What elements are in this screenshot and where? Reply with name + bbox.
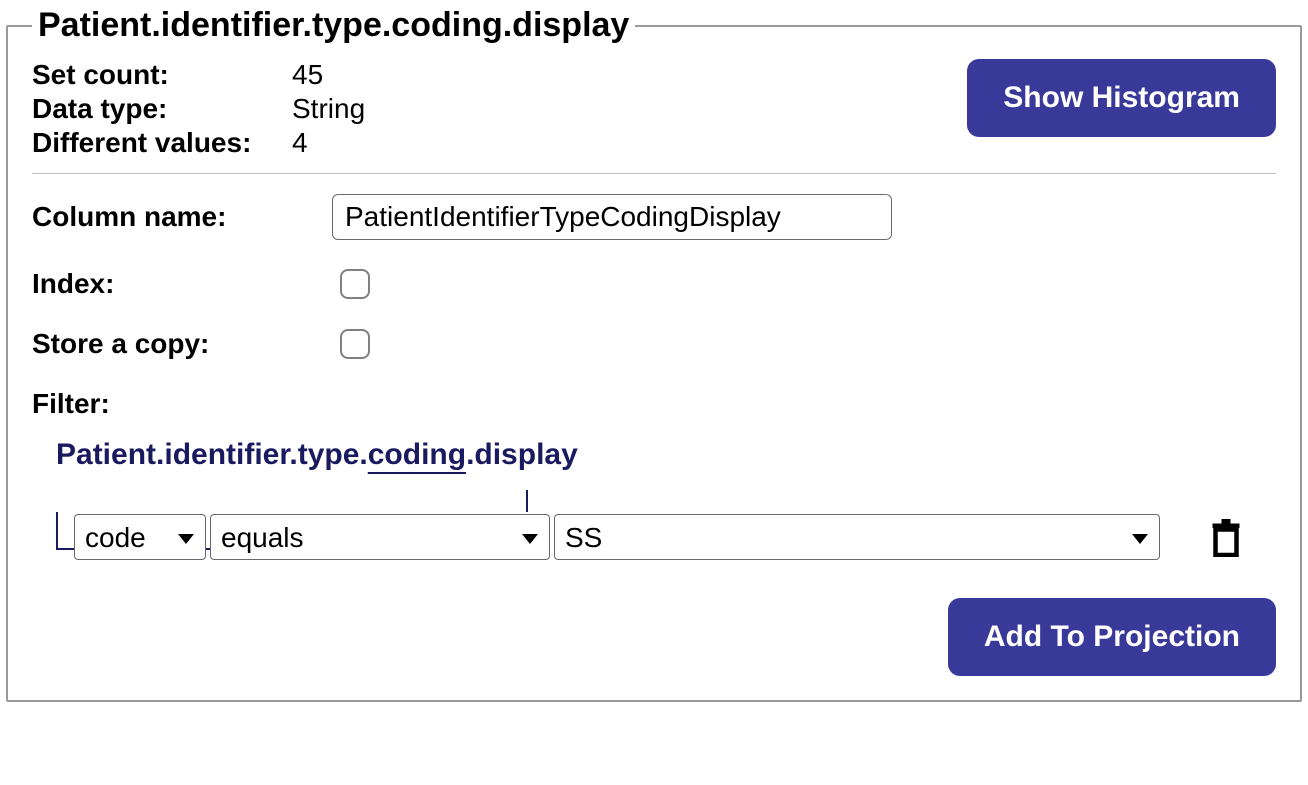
set-count-value: 45 [292, 59, 365, 91]
data-type-label: Data type: [32, 93, 292, 125]
field-panel: Patient.identifier.type.coding.display S… [6, 6, 1302, 702]
filter-value-select[interactable]: SS [554, 514, 1160, 560]
index-label: Index: [32, 268, 332, 300]
store-copy-checkbox[interactable] [340, 329, 370, 359]
bottom-row: Add To Projection [32, 598, 1276, 676]
delete-filter-button[interactable] [1208, 517, 1244, 557]
store-copy-row: Store a copy: [32, 328, 1276, 360]
filter-path-pre: Patient.identifier.type. [56, 438, 368, 471]
index-checkbox[interactable] [340, 269, 370, 299]
filter-label: Filter: [32, 388, 1276, 420]
filter-operator-wrap: equals [210, 514, 550, 560]
filter-controls-row: code equals SS [74, 514, 1276, 560]
trash-icon [1208, 517, 1244, 557]
column-name-input[interactable] [332, 194, 892, 240]
filter-path-coding: coding [368, 438, 466, 471]
filter-field-select[interactable]: code [74, 514, 206, 560]
filter-path-text: Patient.identifier.type.coding.display [56, 438, 578, 472]
stats-grid: Set count: 45 Data type: String Differen… [32, 59, 365, 159]
separator [32, 173, 1276, 174]
filter-operator-select[interactable]: equals [210, 514, 550, 560]
add-to-projection-button[interactable]: Add To Projection [948, 598, 1276, 676]
filter-field-wrap: code [74, 514, 206, 560]
show-histogram-button[interactable]: Show Histogram [967, 59, 1276, 137]
filter-value-wrap: SS [554, 514, 1160, 560]
stats-and-histogram-row: Set count: 45 Data type: String Differen… [32, 59, 1276, 159]
store-copy-label: Store a copy: [32, 328, 332, 360]
data-type-value: String [292, 93, 365, 125]
connector-wrap [56, 472, 1276, 512]
index-row: Index: [32, 268, 1276, 300]
diff-values-label: Different values: [32, 127, 292, 159]
set-count-label: Set count: [32, 59, 292, 91]
filter-path-post: .display [466, 438, 578, 471]
column-name-label: Column name: [32, 201, 332, 233]
diff-values-value: 4 [292, 127, 365, 159]
panel-title: Patient.identifier.type.coding.display [32, 6, 635, 45]
column-name-row: Column name: [32, 194, 1276, 240]
